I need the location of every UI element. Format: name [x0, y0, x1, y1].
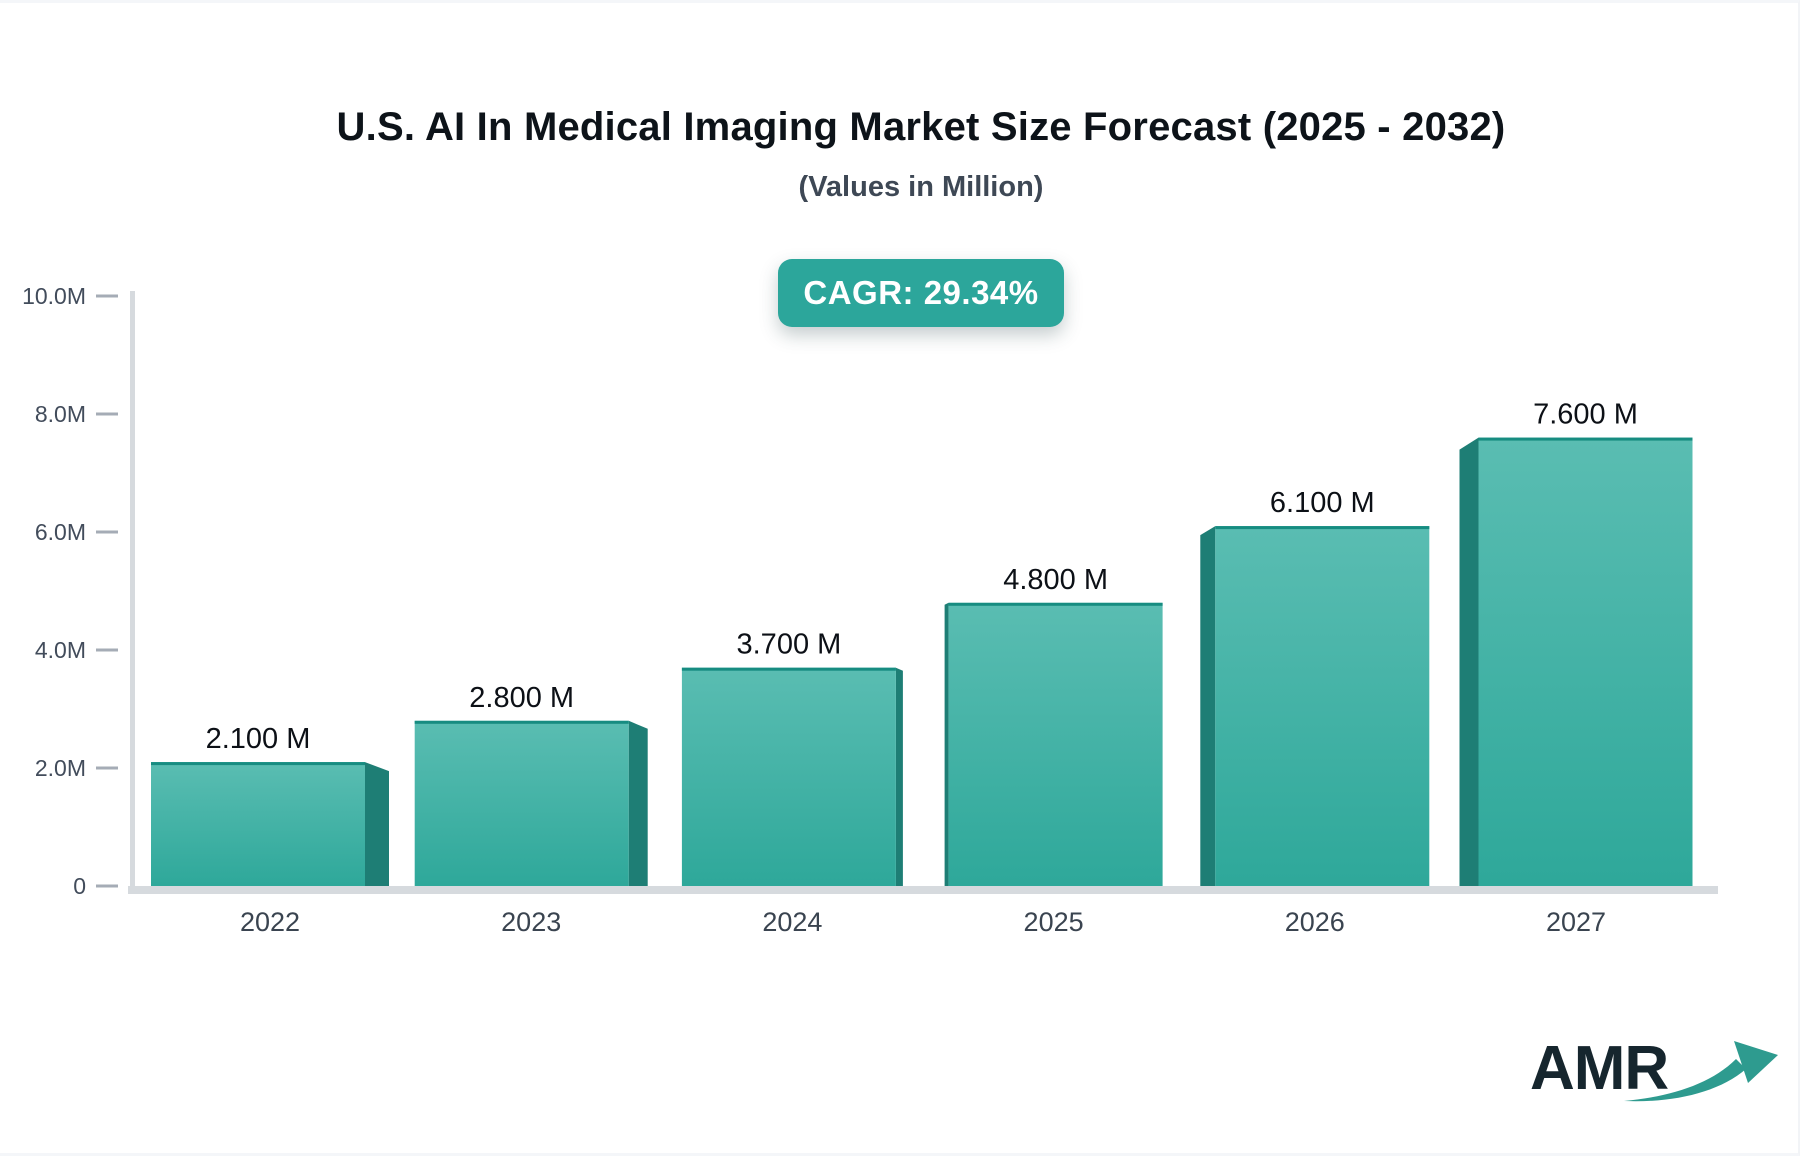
x-axis-label-2025: 2025	[1024, 907, 1084, 937]
y-tick-mark	[96, 294, 118, 298]
x-axis-label-2027: 2027	[1546, 907, 1606, 937]
y-tick-label: 2.0M	[35, 755, 86, 781]
bar-2023	[414, 720, 629, 886]
y-tick-mark	[96, 648, 118, 652]
growth-arrow-icon	[1624, 1041, 1778, 1102]
bar-chart: 0 2.0M 4.0M 6.0M 8.0M 10.0M 2.100 M 2022 2.800 M…	[22, 283, 1718, 937]
page-title: U.S. AI In Medical Imaging Market Size F…	[336, 105, 1506, 149]
bar-value-label-2023: 2.800 M	[469, 682, 574, 714]
bar-2026	[1215, 526, 1430, 886]
y-tick-label: 10.0M	[22, 283, 86, 309]
bar-side-2024	[895, 667, 903, 886]
x-axis-label-2024: 2024	[762, 907, 822, 937]
y-tick-mark	[96, 766, 118, 770]
y-tick-label: 0	[73, 873, 86, 899]
bar-value-label-2027: 7.600 M	[1533, 399, 1638, 431]
bar-2027	[1478, 437, 1693, 886]
y-tick-mark	[96, 530, 118, 534]
x-axis-label-2026: 2026	[1285, 907, 1345, 937]
bar-value-label-2025: 4.800 M	[1003, 564, 1108, 596]
bar-value-label-2024: 3.700 M	[737, 629, 842, 661]
y-tick-label: 4.0M	[35, 637, 86, 663]
y-tick-label: 8.0M	[35, 401, 86, 427]
amr-logo-text: AMR	[1530, 1034, 1669, 1103]
page-subtitle: (Values in Million)	[798, 171, 1044, 203]
bar-top-edge-2026	[1215, 526, 1430, 530]
bar-top-edge-2027	[1478, 437, 1693, 441]
bar-value-label-2022: 2.100 M	[206, 723, 311, 755]
y-tick-mark	[96, 884, 118, 888]
x-axis-line	[128, 886, 1718, 894]
y-axis-line	[130, 291, 135, 894]
cagr-badge: CAGR: 29.34%	[778, 259, 1064, 327]
bar-top-edge-2024	[681, 667, 896, 671]
bar-side-2025	[944, 602, 949, 886]
bar-side-2027	[1459, 437, 1479, 886]
y-tick-label: 6.0M	[35, 519, 86, 545]
amr-logo: AMR	[1530, 1033, 1778, 1123]
bar-2024	[681, 667, 896, 886]
y-tick-mark	[96, 412, 118, 416]
bar-side-2026	[1200, 526, 1216, 886]
bar-side-2022	[365, 762, 389, 886]
bar-side-2023	[628, 720, 648, 886]
bar-top-edge-2025	[948, 602, 1163, 606]
x-axis-label-2023: 2023	[501, 907, 561, 937]
bar-top-edge-2023	[414, 720, 629, 724]
bar-value-label-2026: 6.100 M	[1270, 487, 1375, 519]
bar-2025	[948, 602, 1163, 886]
bar-2022	[151, 762, 365, 886]
bar-top-edge-2022	[151, 762, 365, 766]
x-axis-label-2022: 2022	[240, 907, 300, 937]
